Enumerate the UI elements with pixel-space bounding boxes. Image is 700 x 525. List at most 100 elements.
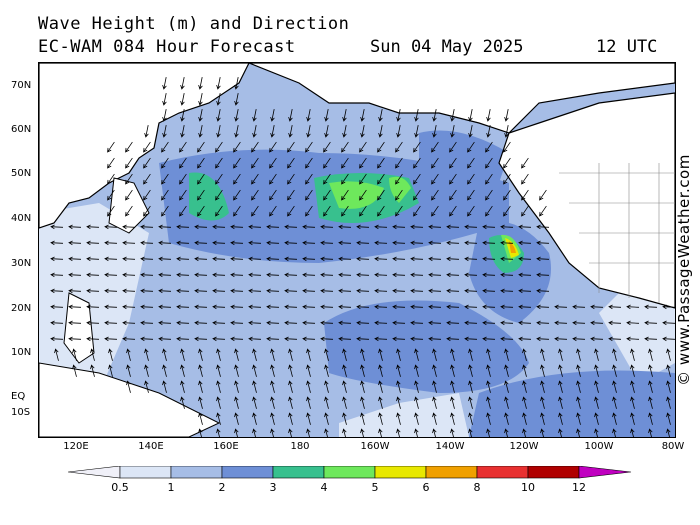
wave-direction-arrow <box>503 141 511 153</box>
wave-direction-arrow <box>410 320 424 326</box>
wave-direction-arrow <box>104 256 118 262</box>
wave-direction-arrow <box>414 348 419 361</box>
wave-direction-arrow <box>269 157 277 169</box>
wave-direction-arrow <box>395 157 403 169</box>
wave-direction-arrow <box>468 125 473 138</box>
wave-direction-arrow <box>212 304 226 310</box>
wave-direction-arrow <box>216 380 221 393</box>
wave-direction-arrow <box>338 288 352 294</box>
wave-direction-arrow <box>431 157 439 169</box>
wave-direction-arrow <box>140 320 154 326</box>
wave-direction-arrow <box>269 141 277 153</box>
wave-direction-arrow <box>396 364 401 377</box>
wave-direction-arrow <box>464 240 478 246</box>
wave-direction-arrow <box>194 320 208 326</box>
wave-direction-arrow <box>338 336 352 342</box>
wave-direction-arrow <box>68 256 82 262</box>
credit-text: © www.PassageWeather.com <box>675 154 693 386</box>
lat-label-eq: EQ <box>11 391 26 402</box>
wave-direction-arrow <box>234 109 239 122</box>
wave-direction-arrow <box>558 428 563 437</box>
wave-direction-arrow <box>342 125 347 138</box>
land-japan <box>108 177 150 234</box>
wave-direction-arrow <box>125 189 133 201</box>
wave-direction-arrow <box>324 125 329 138</box>
lon-label-120w: 120W <box>509 441 539 452</box>
wave-direction-arrow <box>198 77 203 90</box>
wave-direction-arrow <box>50 320 64 326</box>
wave-direction-arrow <box>341 189 349 201</box>
legend-swatch-3-4 <box>272 466 325 479</box>
wave-direction-arrow <box>266 336 280 342</box>
wave-direction-arrow <box>359 189 367 201</box>
wave-direction-arrow <box>234 412 239 425</box>
wave-direction-arrow <box>414 396 419 409</box>
wave-direction-arrow <box>252 364 257 377</box>
wave-direction-arrow <box>464 256 478 262</box>
lon-label-100w: 100W <box>584 441 614 452</box>
wave-direction-arrow <box>540 348 545 361</box>
wave-direction-arrow <box>305 157 313 169</box>
wave-direction-arrow <box>86 224 100 230</box>
legend-label-1: 1 <box>167 481 175 494</box>
wave-direction-arrow <box>414 380 419 393</box>
wave-direction-arrow <box>446 272 460 278</box>
legend-label-0.5: 0.5 <box>111 481 129 494</box>
wave-direction-arrow <box>212 288 226 294</box>
wave-direction-arrow <box>252 348 257 361</box>
wave-direction-arrow <box>450 428 455 437</box>
calm-region-west <box>39 203 149 403</box>
wave-direction-arrow <box>666 412 671 425</box>
wave-direction-arrow <box>536 240 550 246</box>
wave-direction-arrow <box>161 141 169 153</box>
wave-direction-arrow <box>251 189 259 201</box>
wave-direction-arrow <box>122 240 136 246</box>
wave-direction-arrow <box>233 189 241 201</box>
wave-direction-arrow <box>630 348 635 361</box>
wave-direction-arrow <box>104 288 118 294</box>
wave-direction-arrow <box>323 189 331 201</box>
wave-direction-arrow <box>180 348 185 361</box>
state-borders <box>559 163 675 303</box>
wave-direction-arrow <box>342 109 347 122</box>
wave-direction-arrow <box>536 320 550 326</box>
wave-direction-arrow <box>392 240 406 246</box>
wave-direction-arrow <box>432 396 437 409</box>
wave-direction-arrow <box>648 412 653 425</box>
wave-direction-arrow <box>197 157 205 169</box>
wave-direction-arrow <box>270 396 275 409</box>
wave-direction-arrow <box>162 109 167 122</box>
wave-direction-arrow <box>608 336 622 342</box>
wave-direction-arrow <box>197 189 205 201</box>
wave-direction-arrow <box>630 396 635 409</box>
wave-direction-arrow <box>539 205 547 217</box>
wave-direction-arrow <box>341 141 349 153</box>
wave-direction-arrow <box>198 125 203 138</box>
wave-direction-arrow <box>212 256 226 262</box>
wave-direction-arrow <box>464 272 478 278</box>
wave-direction-arrow <box>342 428 347 437</box>
wave-direction-arrow <box>356 224 370 230</box>
wave-direction-arrow <box>266 240 280 246</box>
wave-direction-arrow <box>194 224 208 230</box>
wave-direction-arrow <box>468 412 473 425</box>
wave-direction-arrow <box>305 141 313 153</box>
wave-direction-arrow <box>212 272 226 278</box>
wave-direction-arrow <box>215 189 223 201</box>
wave-direction-arrow <box>216 93 221 106</box>
wave-direction-arrow <box>432 109 437 122</box>
wave-direction-arrow <box>500 336 514 342</box>
wave-direction-arrow <box>612 396 617 409</box>
wave-direction-arrow <box>198 380 203 393</box>
wave-direction-arrow <box>107 205 115 217</box>
wave-direction-arrow <box>359 157 367 169</box>
wave-direction-arrow <box>252 396 257 409</box>
wave-direction-arrow <box>414 109 419 122</box>
wave-direction-arrow <box>395 141 403 153</box>
wave-direction-arrow <box>234 380 239 393</box>
wave-4m-region-north <box>329 181 384 209</box>
wave-direction-arrow <box>230 224 244 230</box>
wave-direction-arrow <box>356 256 370 262</box>
wave-direction-arrow <box>432 380 437 393</box>
wave-direction-arrow <box>630 412 635 425</box>
